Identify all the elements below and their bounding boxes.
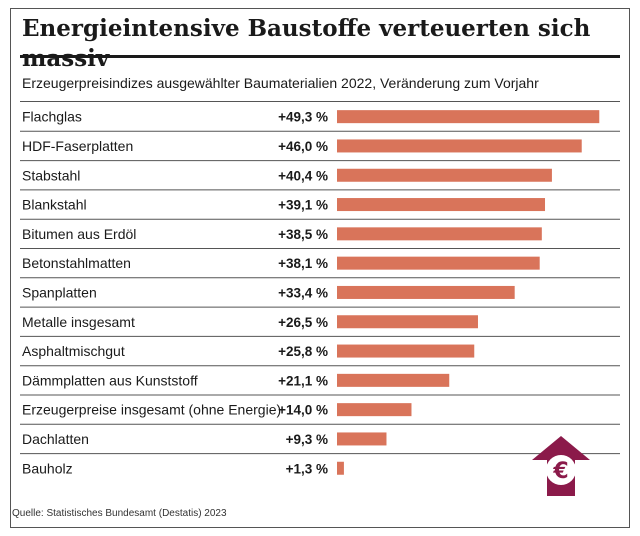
category-label: Spanplatten bbox=[22, 284, 97, 300]
bar-chart: Flachglas +49,3 % HDF-Faserplatten +46,0 % S… bbox=[20, 109, 620, 476]
value-label: +26,5 % bbox=[278, 315, 328, 330]
value-label: +14,0 % bbox=[278, 403, 328, 418]
category-label: Stabstahl bbox=[22, 167, 80, 183]
value-label: +25,8 % bbox=[278, 344, 328, 359]
value-label: +33,4 % bbox=[278, 285, 328, 300]
bar bbox=[337, 461, 344, 475]
bar bbox=[337, 432, 387, 446]
value-label: +38,1 % bbox=[278, 256, 328, 271]
value-label: +1,3 % bbox=[286, 461, 328, 476]
category-label: Dämmplatten aus Kunststoff bbox=[22, 372, 198, 388]
value-label: +9,3 % bbox=[286, 432, 328, 447]
category-label: Asphaltmischgut bbox=[22, 343, 125, 359]
bar bbox=[337, 344, 475, 358]
bar bbox=[337, 256, 540, 270]
bar bbox=[337, 285, 515, 299]
bar bbox=[337, 139, 582, 153]
euro-up-arrow-icon: € bbox=[532, 436, 590, 496]
bar bbox=[337, 198, 546, 212]
bar bbox=[337, 373, 450, 387]
category-label: Bauholz bbox=[22, 460, 73, 476]
value-label: +38,5 % bbox=[278, 227, 328, 242]
value-label: +21,1 % bbox=[278, 373, 328, 388]
bar bbox=[337, 403, 412, 417]
source-note: Quelle: Statistisches Bundesamt (Destati… bbox=[12, 508, 227, 519]
bar bbox=[337, 110, 600, 124]
category-label: Bitumen aus Erdöl bbox=[22, 226, 136, 242]
bar bbox=[337, 168, 552, 182]
category-label: Erzeugerpreise insgesamt (ohne Energie) bbox=[22, 402, 281, 418]
bar bbox=[337, 227, 542, 241]
chart-subtitle: Erzeugerpreisindizes ausgewählter Baumat… bbox=[22, 75, 539, 91]
svg-text:€: € bbox=[552, 459, 568, 484]
title-divider bbox=[20, 55, 620, 58]
bar bbox=[337, 315, 478, 329]
value-label: +49,3 % bbox=[278, 110, 328, 125]
category-label: Flachglas bbox=[22, 109, 82, 125]
value-label: +39,1 % bbox=[278, 198, 328, 213]
category-label: Blankstahl bbox=[22, 197, 87, 213]
value-label: +40,4 % bbox=[278, 168, 328, 183]
category-label: Dachlatten bbox=[22, 431, 89, 447]
chart-frame bbox=[10, 8, 630, 528]
chart-title: Energieintensive Baustoffe verteuerten s… bbox=[22, 15, 591, 72]
category-label: Metalle insgesamt bbox=[22, 314, 135, 330]
subtitle-divider bbox=[20, 101, 620, 102]
category-label: HDF-Faserplatten bbox=[22, 138, 133, 154]
category-label: Betonstahlmatten bbox=[22, 255, 131, 271]
value-label: +46,0 % bbox=[278, 139, 328, 154]
